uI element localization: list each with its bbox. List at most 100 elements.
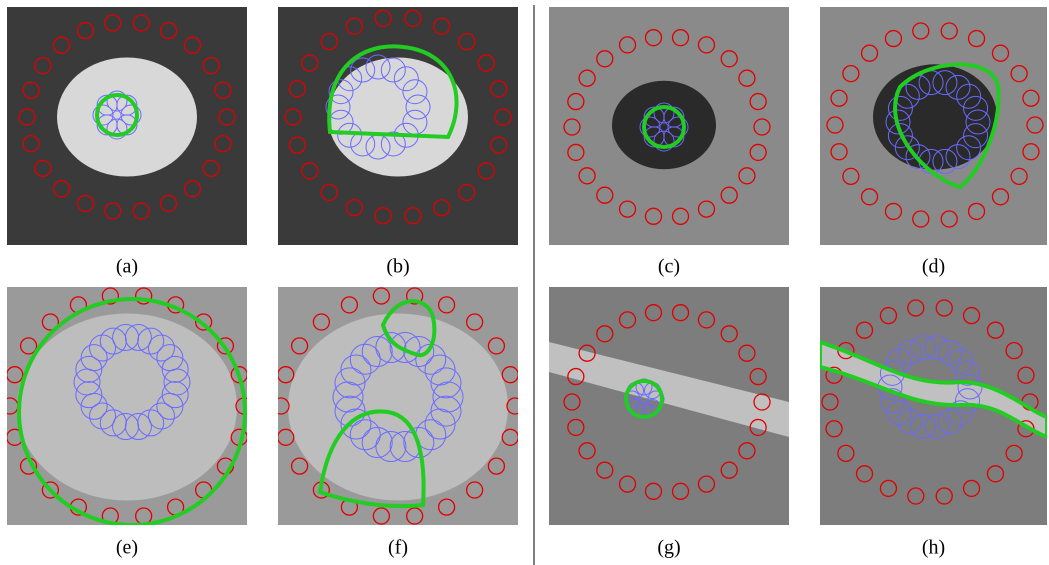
image-panel: [278, 287, 518, 525]
red-sample: [935, 487, 953, 505]
image-region: [328, 57, 468, 177]
red-sample: [374, 207, 392, 225]
blue-sample: [887, 123, 913, 149]
image-region: [17, 313, 237, 501]
blue-sample: [106, 118, 128, 140]
red-sample: [567, 92, 585, 111]
red-sample: [644, 482, 663, 500]
red-sample: [842, 167, 860, 186]
blue-sample: [75, 381, 103, 409]
red-sample: [320, 32, 338, 51]
blue-sample: [937, 339, 963, 365]
red-sample: [967, 202, 986, 221]
blue-sample: [161, 355, 189, 383]
red-sample: [194, 313, 213, 331]
red-sample: [567, 143, 585, 162]
red-sample: [644, 304, 663, 322]
blue-sample: [963, 123, 989, 149]
red-sample: [432, 17, 451, 35]
blue-sample: [432, 381, 464, 413]
red-sample: [288, 136, 306, 154]
contour: [17, 297, 247, 525]
panel-content: [7, 7, 247, 245]
red-sample: [618, 475, 637, 493]
red-sample: [578, 167, 596, 185]
contour: [624, 379, 664, 419]
panel-caption: (b): [386, 256, 409, 278]
red-sample: [132, 202, 150, 220]
blue-sample: [639, 116, 661, 138]
blue-sample: [910, 335, 936, 361]
red-sample: [671, 207, 690, 225]
red-sample: [962, 306, 981, 325]
blue-sample: [963, 95, 989, 121]
red-sample: [940, 210, 958, 228]
red-sample: [372, 507, 390, 525]
red-sample: [301, 162, 319, 180]
red-sample: [214, 135, 232, 153]
red-sample: [940, 22, 958, 40]
red-sample: [404, 207, 422, 225]
red-sample: [7, 366, 24, 384]
image-region: [612, 80, 716, 170]
red-sample: [697, 36, 716, 54]
red-sample: [860, 44, 879, 62]
red-sample: [618, 36, 637, 54]
red-sample: [884, 29, 903, 48]
red-sample: [749, 143, 767, 162]
blue-sample: [924, 413, 950, 439]
red-sample: [720, 186, 738, 204]
red-sample: [41, 313, 60, 331]
red-sample: [494, 108, 512, 126]
red-sample: [404, 9, 422, 27]
blue-sample: [137, 327, 165, 355]
red-sample: [290, 457, 309, 475]
red-sample: [19, 337, 38, 355]
panel-content: [278, 7, 518, 245]
blue-sample: [147, 334, 175, 362]
blue-sample: [89, 402, 117, 430]
red-sample: [738, 344, 756, 362]
red-sample: [477, 162, 495, 180]
red-sample: [1010, 167, 1028, 186]
contour: [95, 93, 139, 137]
blue-sample: [653, 130, 675, 152]
blue-sample: [663, 106, 685, 128]
panel-caption: (c): [658, 256, 680, 278]
panel-content: [278, 287, 518, 525]
red-sample: [596, 461, 614, 479]
red-sample: [406, 287, 424, 305]
red-sample: [218, 108, 236, 126]
red-sample: [41, 481, 60, 499]
red-sample: [288, 80, 306, 98]
blue-sample: [350, 57, 376, 83]
image-panel: [820, 7, 1047, 245]
red-sample: [907, 299, 925, 317]
blue-sample: [389, 332, 421, 364]
blue-sample: [380, 57, 406, 83]
blue-sample: [106, 90, 128, 112]
blue-sample: [120, 104, 142, 126]
blue-sample: [80, 344, 108, 372]
red-sample: [697, 475, 716, 493]
red-sample: [578, 344, 596, 362]
red-sample: [490, 80, 508, 98]
blue-sample: [956, 83, 982, 109]
red-sample: [22, 135, 40, 153]
red-sample: [501, 428, 518, 446]
red-sample: [372, 287, 390, 305]
red-sample: [437, 296, 456, 314]
red-sample: [596, 186, 614, 204]
red-sample: [644, 29, 663, 47]
red-sample: [578, 69, 596, 87]
blue-sample: [393, 66, 419, 92]
blue-sample: [924, 335, 950, 361]
image-panel: [7, 7, 247, 245]
red-sample: [563, 118, 581, 136]
red-sample: [837, 444, 855, 463]
red-sample: [671, 482, 690, 500]
red-sample: [406, 507, 424, 525]
blue-sample: [948, 348, 974, 374]
panel-content: [820, 287, 1047, 525]
